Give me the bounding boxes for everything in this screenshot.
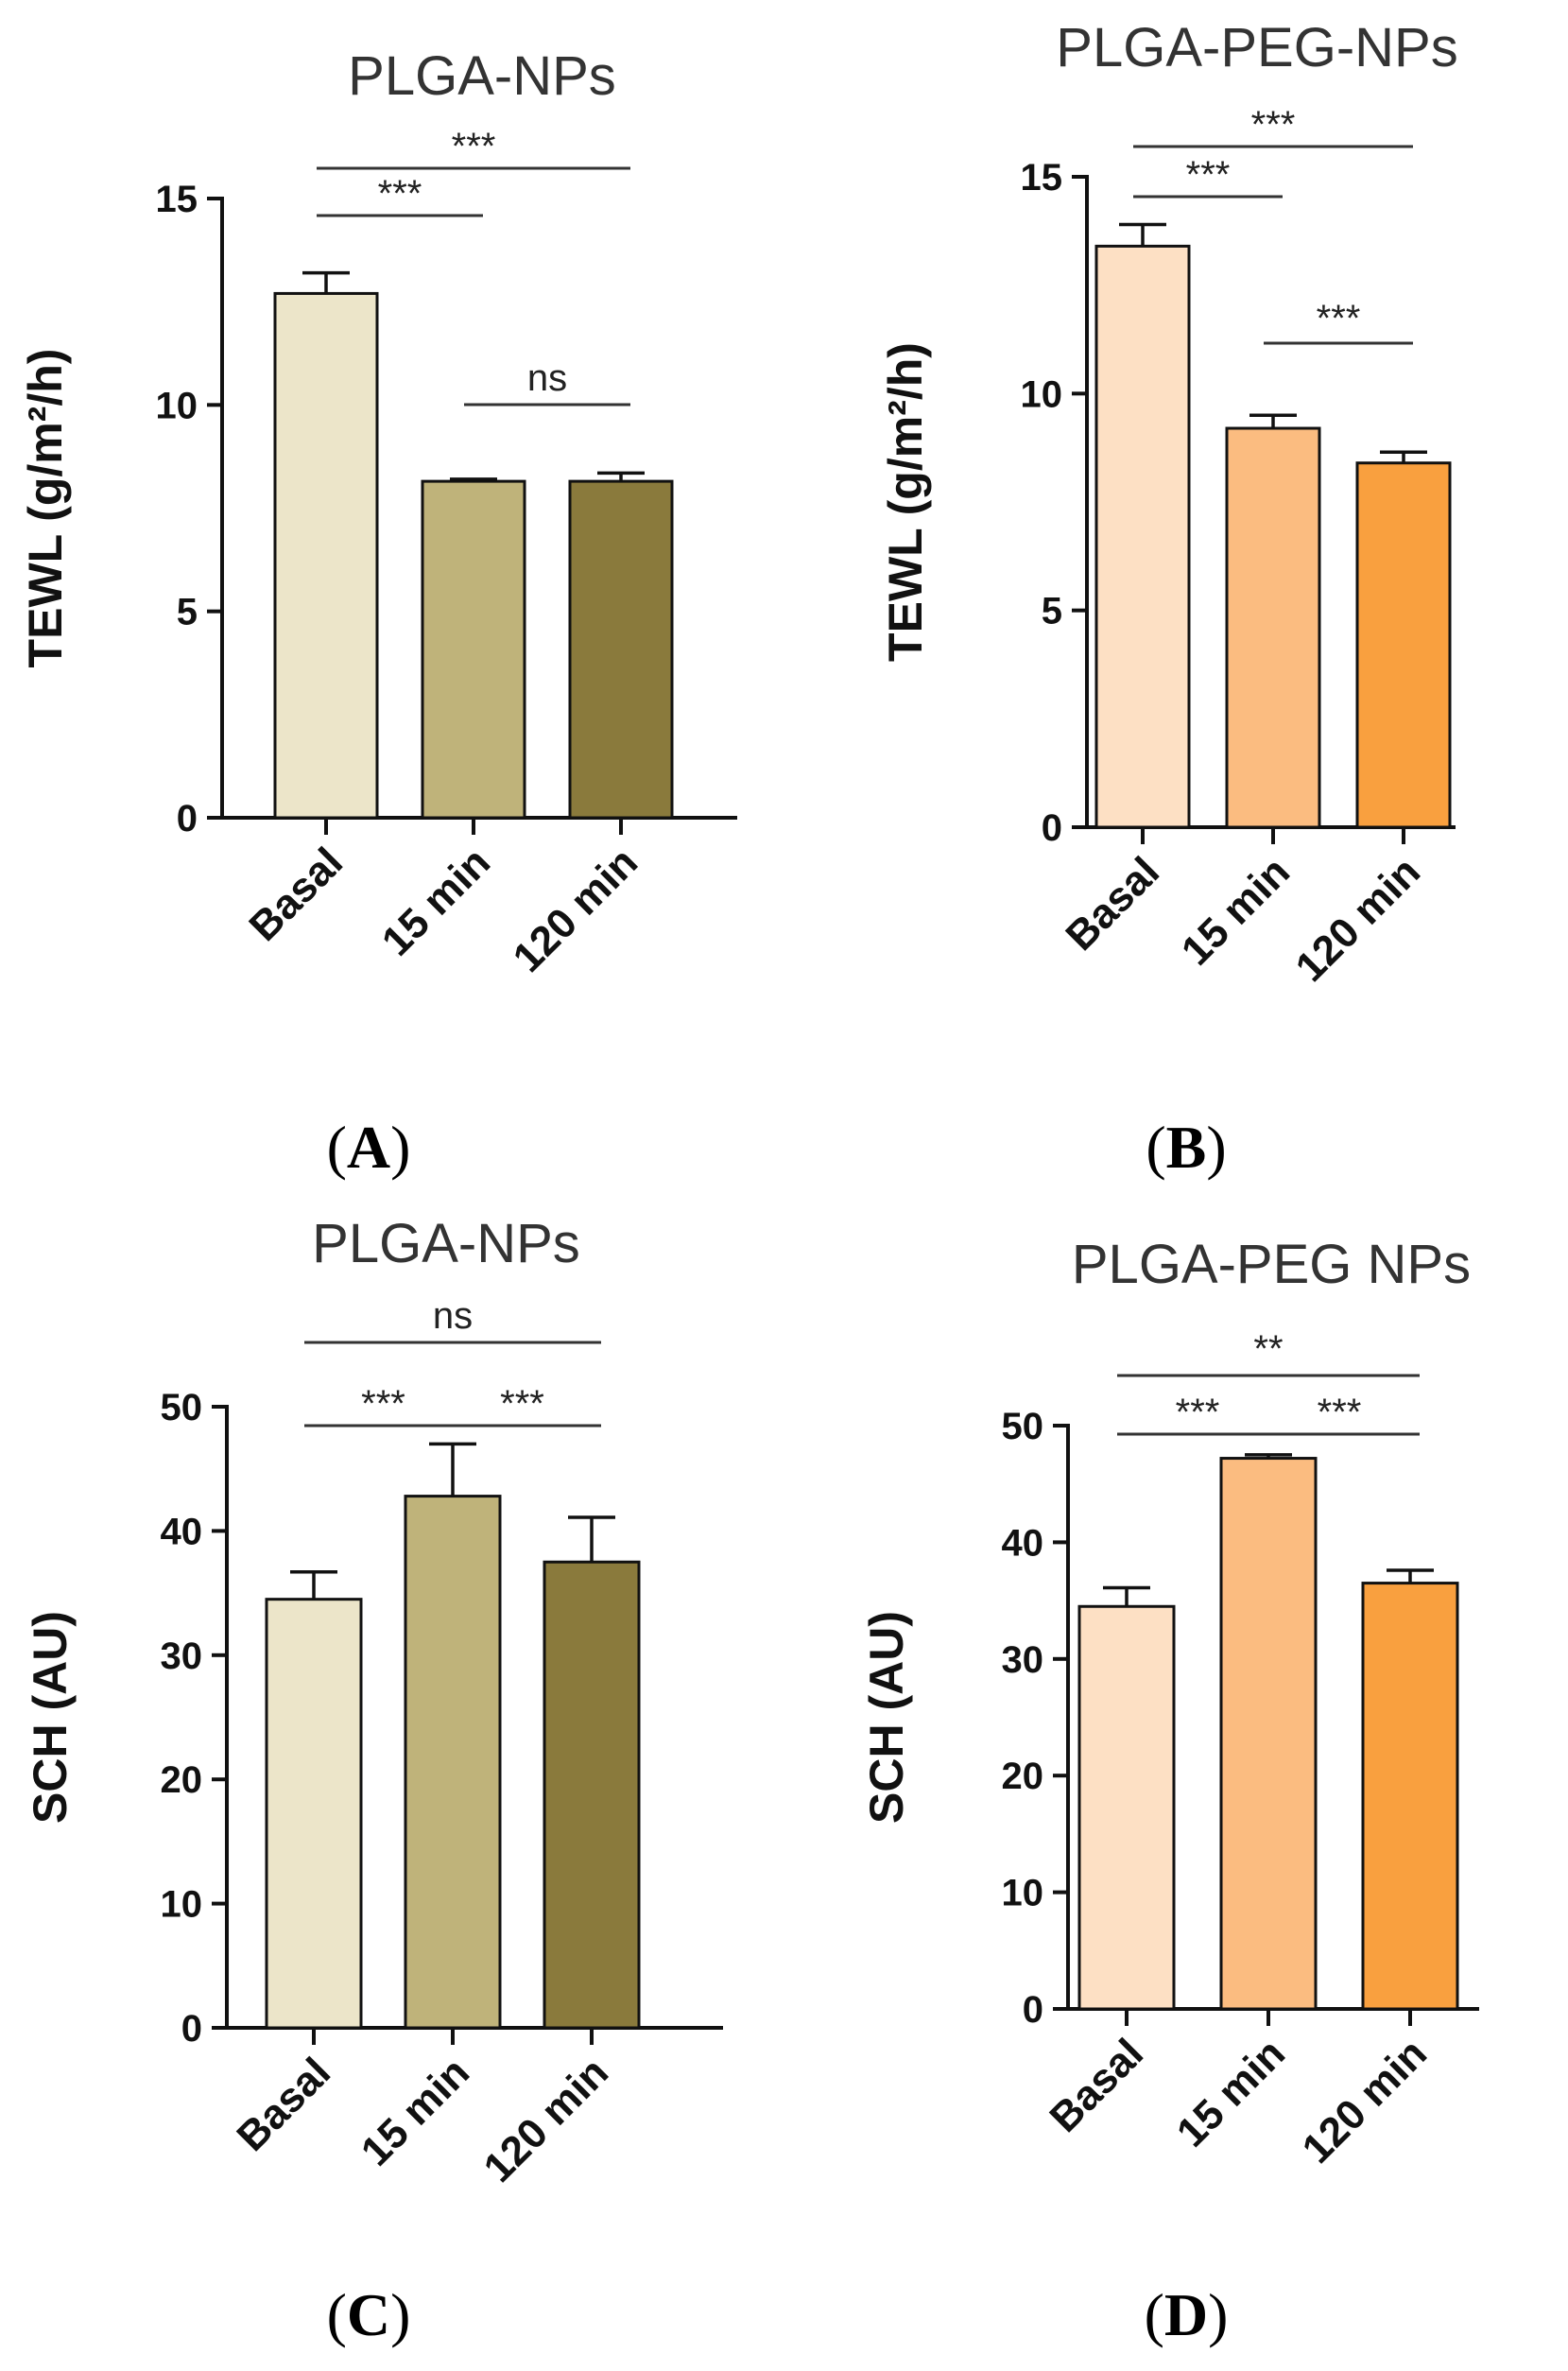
x-tick-label: 15 min xyxy=(373,839,499,964)
y-tick-label: 10 xyxy=(156,385,198,426)
bar-15-min xyxy=(421,479,526,820)
y-tick-label: 10 xyxy=(1002,1873,1044,1914)
y-axis-label: SCH (AU) xyxy=(24,1611,77,1824)
bar-15-min xyxy=(1225,426,1321,829)
y-tick-label: 0 xyxy=(1023,1989,1043,2031)
x-tick-label: 15 min xyxy=(1168,2030,1294,2155)
x-tick-label: Basal xyxy=(1041,2030,1152,2141)
y-tick-label: 30 xyxy=(161,1635,203,1677)
y-tick-label: 20 xyxy=(1002,1756,1044,1797)
x-tick-label: 120 min xyxy=(1294,2030,1437,2172)
panel-label: (A) xyxy=(327,1114,411,1181)
y-axis-label: TEWL (g/m²/h) xyxy=(879,342,932,662)
panel-label: (D) xyxy=(1145,2281,1229,2348)
y-tick-label: 10 xyxy=(1021,373,1063,415)
bar-basal xyxy=(1094,244,1191,829)
panel-label: (B) xyxy=(1146,1114,1226,1181)
chart-title: PLGA-NPs xyxy=(312,1213,580,1274)
bar-basal xyxy=(273,291,379,820)
significance-label: ns xyxy=(527,357,567,399)
significance-label: *** xyxy=(1251,104,1296,146)
x-tick-label: Basal xyxy=(1057,848,1168,960)
bar-15-min xyxy=(404,1495,502,2030)
bar-120-min xyxy=(1355,461,1452,829)
chart-title: PLGA-NPs xyxy=(348,45,616,107)
panel-c: PLGA-NPs SCH (AU) 0 10 20 30 40 50 Basal 15 min12… xyxy=(24,1213,723,2348)
significance-label: *** xyxy=(500,1383,544,1425)
x-tick-label: 120 min xyxy=(475,2049,618,2191)
x-tick-label: Basal xyxy=(240,839,352,950)
y-tick-label: 10 xyxy=(161,1884,203,1926)
y-tick-label: 5 xyxy=(177,592,198,633)
y-tick-label: 40 xyxy=(1002,1522,1044,1564)
significance-label: *** xyxy=(361,1383,405,1425)
significance-label: *** xyxy=(452,126,496,167)
bar-basal xyxy=(265,1598,363,2030)
significance-label: *** xyxy=(378,173,422,215)
significance-label: ** xyxy=(1253,1328,1283,1370)
significance-label: *** xyxy=(1317,298,1361,339)
x-tick-label: 120 min xyxy=(1287,848,1430,991)
y-tick-label: 0 xyxy=(177,798,198,839)
y-tick-label: 15 xyxy=(156,179,198,220)
x-tick-label: 120 min xyxy=(505,839,647,981)
bar-15-min xyxy=(1219,1457,1318,2011)
significance-label: *** xyxy=(1318,1392,1362,1433)
y-tick-label: 0 xyxy=(1042,807,1062,849)
y-tick-label: 0 xyxy=(181,2008,202,2050)
x-tick-label: Basal xyxy=(228,2049,339,2160)
significance-label: ns xyxy=(433,1295,473,1337)
x-tick-label: 15 min xyxy=(353,2049,478,2174)
panel-d: PLGA-PEG NPs SCH (AU) 0 10 20 30 40 50 Basal 15 m… xyxy=(860,1234,1479,2348)
y-tick-label: 5 xyxy=(1042,591,1062,632)
y-tick-label: 50 xyxy=(161,1387,203,1428)
y-axis-label: SCH (AU) xyxy=(860,1611,913,1824)
panel-a: PLGA-NPs TEWL (g/m²/h) 0 5 10 15 Basal 15 min 12… xyxy=(19,45,737,1181)
significance-label: *** xyxy=(1176,1392,1220,1433)
y-tick-label: 40 xyxy=(161,1511,203,1552)
y-axis-label: TEWL (g/m²/h) xyxy=(19,349,72,668)
y-tick-label: 15 xyxy=(1021,157,1063,199)
significance-label: *** xyxy=(1186,154,1231,196)
y-tick-label: 50 xyxy=(1002,1406,1044,1447)
bar-120-min xyxy=(1361,1582,1459,2011)
bar-basal xyxy=(1077,1604,1176,2011)
y-tick-label: 30 xyxy=(1002,1639,1044,1681)
bar-120-min xyxy=(568,479,674,820)
bar-120-min xyxy=(543,1560,641,2030)
chart-title: PLGA-PEG-NPs xyxy=(1056,17,1457,78)
y-tick-label: 20 xyxy=(161,1759,203,1801)
chart-title: PLGA-PEG NPs xyxy=(1072,1234,1471,1295)
panel-b: PLGA-PEG-NPs TEWL (g/m²/h) 0 5 10 15 Basal 15 m… xyxy=(879,17,1458,1181)
x-tick-label: 15 min xyxy=(1173,848,1299,974)
panel-label: (C) xyxy=(327,2281,411,2348)
